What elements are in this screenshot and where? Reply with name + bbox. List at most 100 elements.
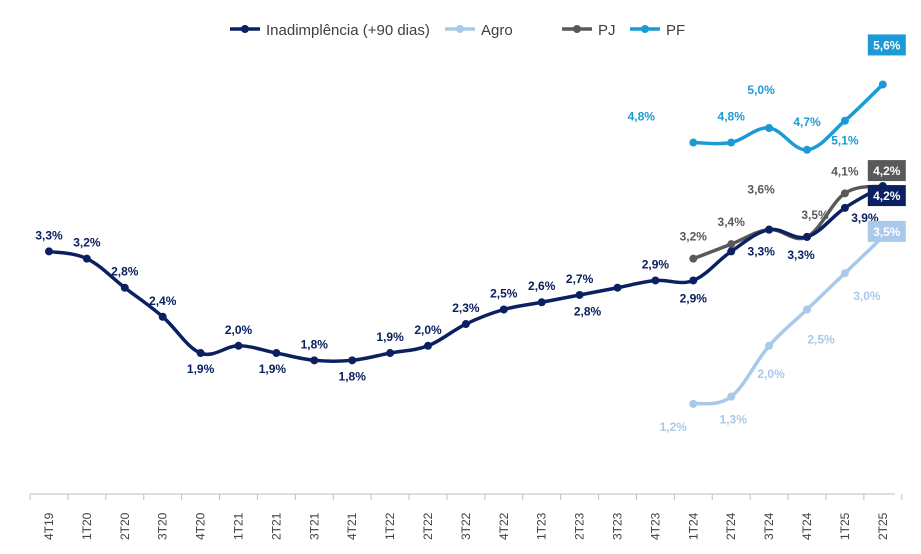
data-label: 2,8% bbox=[574, 305, 602, 319]
x-tick-label: 4T21 bbox=[345, 512, 359, 540]
data-point-inadimplencia-90-dias bbox=[840, 203, 849, 212]
legend-swatch-marker bbox=[456, 25, 464, 33]
x-tick-label: 4T24 bbox=[800, 512, 814, 540]
x-tick-label: 2T25 bbox=[876, 512, 890, 540]
end-value-box-bg bbox=[867, 34, 906, 56]
data-point-inadimplencia-90-dias bbox=[424, 341, 432, 350]
data-label: 3,4% bbox=[718, 215, 746, 229]
data-point-inadimplencia-90-dias bbox=[499, 305, 508, 314]
data-label: 2,6% bbox=[528, 279, 556, 293]
data-label: 2,8% bbox=[111, 265, 139, 279]
data-point-pf bbox=[878, 80, 887, 89]
series-line-inadimplencia-90-dias bbox=[47, 184, 885, 364]
data-point-pj bbox=[689, 254, 698, 263]
data-label: 2,3% bbox=[452, 301, 480, 315]
data-label: 2,0% bbox=[225, 323, 253, 337]
x-tick-label: 2T21 bbox=[269, 512, 283, 540]
data-label: 4,2% bbox=[873, 164, 901, 178]
data-label: 1,9% bbox=[187, 362, 215, 376]
data-point-inadimplencia-90-dias bbox=[575, 290, 584, 299]
data-label: 2,4% bbox=[149, 294, 177, 308]
data-point-pf bbox=[727, 138, 736, 147]
data-label: 3,6% bbox=[747, 183, 775, 197]
series-points bbox=[45, 80, 887, 408]
data-point-inadimplencia-90-dias bbox=[613, 283, 622, 292]
x-tick-label: 3T20 bbox=[156, 512, 170, 540]
data-label: 2,0% bbox=[757, 367, 785, 381]
x-tick-label: 3T22 bbox=[459, 512, 473, 540]
legend: Inadimplência (+90 dias) Agro PJ PF bbox=[230, 22, 685, 39]
data-label: 2,9% bbox=[642, 257, 670, 271]
legend-label: PF bbox=[666, 22, 685, 39]
data-label: 3,2% bbox=[73, 236, 101, 250]
legend-swatch-marker bbox=[241, 25, 249, 33]
legend-label: PJ bbox=[598, 22, 616, 39]
data-label: 4,7% bbox=[793, 115, 821, 129]
data-point-inadimplencia-90-dias bbox=[461, 320, 470, 329]
data-label: 5,0% bbox=[747, 83, 775, 97]
data-label: 1,2% bbox=[660, 420, 688, 434]
x-tick-label: 3T21 bbox=[307, 512, 321, 540]
data-label: 3,0% bbox=[853, 289, 881, 303]
data-label: 4,8% bbox=[628, 110, 656, 124]
data-point-inadimplencia-90-dias bbox=[765, 225, 774, 234]
data-point-pf bbox=[765, 124, 774, 132]
end-value-box-inadimplencia-90-dias: 4,2% bbox=[867, 185, 906, 207]
end-value-box-pj: 4,2% bbox=[867, 160, 906, 182]
data-label: 3,3% bbox=[787, 248, 815, 262]
legend-swatch-marker bbox=[573, 25, 581, 33]
data-label: 3,5% bbox=[801, 208, 829, 222]
data-point-agro bbox=[840, 269, 849, 278]
end-value-box-bg bbox=[867, 220, 906, 242]
data-label: 1,9% bbox=[259, 362, 287, 376]
data-label: 3,2% bbox=[680, 230, 708, 244]
data-point-inadimplencia-90-dias bbox=[196, 349, 205, 358]
data-point-pf bbox=[840, 116, 849, 125]
data-label: 2,0% bbox=[414, 323, 442, 337]
data-label: 4,2% bbox=[873, 189, 901, 203]
data-point-inadimplencia-90-dias bbox=[272, 349, 281, 358]
data-labels: 3,3% 3,2% 2,8% 2,4% 1,9% 2,0% 1,9% 1,8% 1,8% 1,9%… bbox=[35, 34, 906, 434]
data-label: 2,5% bbox=[490, 287, 518, 301]
x-tick-label: 3T24 bbox=[762, 512, 776, 540]
legend-item-pj: PJ bbox=[562, 22, 616, 39]
x-tick-label: 4T23 bbox=[648, 512, 662, 540]
data-point-agro bbox=[689, 399, 698, 408]
data-label: 2,9% bbox=[680, 291, 708, 305]
data-label: 1,9% bbox=[376, 330, 404, 344]
legend-label: Inadimplência (+90 dias) bbox=[266, 22, 430, 39]
data-point-pf bbox=[689, 138, 698, 147]
x-tick-label: 2T22 bbox=[421, 512, 435, 540]
data-point-inadimplencia-90-dias bbox=[803, 232, 811, 241]
x-tick-label: 2T24 bbox=[724, 512, 738, 540]
data-label: 2,5% bbox=[807, 333, 835, 347]
data-point-inadimplencia-90-dias bbox=[310, 356, 319, 365]
end-value-box-pf: 5,6% bbox=[867, 34, 906, 56]
x-tick-label: 1T25 bbox=[838, 512, 852, 540]
legend-item-pf: PF bbox=[630, 22, 685, 39]
data-label: 1,8% bbox=[301, 337, 329, 351]
data-point-inadimplencia-90-dias bbox=[348, 356, 357, 365]
x-tick-label: 3T23 bbox=[611, 512, 625, 540]
x-tick-label: 2T20 bbox=[118, 512, 132, 540]
legend-label: Agro bbox=[481, 22, 513, 39]
data-point-inadimplencia-90-dias bbox=[82, 254, 91, 263]
data-point-inadimplencia-90-dias bbox=[537, 298, 546, 307]
data-label: 2,7% bbox=[566, 272, 594, 286]
data-point-agro bbox=[765, 341, 774, 350]
data-point-agro bbox=[803, 305, 811, 314]
x-tick-label: 1T23 bbox=[535, 512, 549, 540]
data-label: 5,6% bbox=[873, 38, 901, 52]
data-point-pj bbox=[727, 240, 736, 249]
end-value-box-bg bbox=[867, 185, 906, 207]
data-label: 1,3% bbox=[720, 413, 748, 427]
x-tick-label: 4T19 bbox=[42, 512, 56, 540]
data-label: 3,5% bbox=[873, 225, 901, 239]
data-point-inadimplencia-90-dias bbox=[120, 283, 129, 292]
legend-item-agro: Agro bbox=[445, 22, 513, 39]
data-point-pf bbox=[803, 145, 811, 154]
data-point-inadimplencia-90-dias bbox=[386, 349, 395, 358]
data-point-inadimplencia-90-dias bbox=[158, 312, 167, 321]
